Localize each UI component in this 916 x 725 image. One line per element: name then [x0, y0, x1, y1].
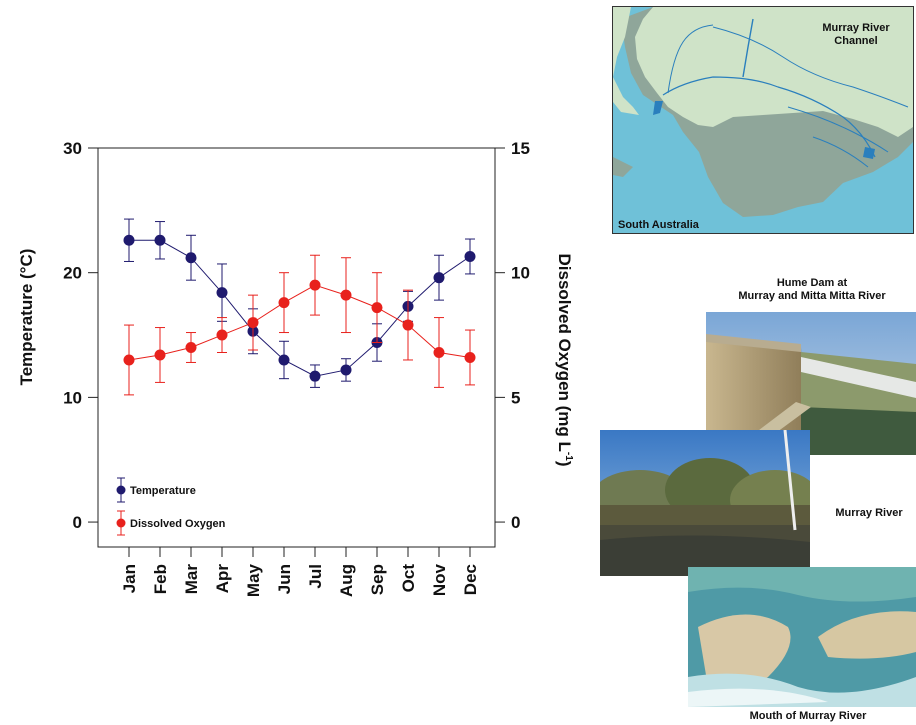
dissolved-oxygen-point — [402, 319, 414, 331]
dissolved-oxygen-point — [154, 349, 166, 361]
legend: Temperature Dissolved Oxygen — [116, 477, 226, 536]
dissolved-oxygen-point — [216, 329, 228, 341]
temperature-point — [433, 272, 445, 284]
y-left-tick-label-20: 20 — [63, 264, 82, 283]
x-tick-label-Nov: Nov — [430, 563, 449, 596]
map-label-south-australia: South Australia — [618, 219, 699, 231]
y-left-tick-label-30: 30 — [63, 139, 82, 158]
dissolved-oxygen-point — [185, 342, 197, 353]
temperature-point — [464, 250, 476, 262]
plot-frame — [97, 147, 496, 548]
temperature-line — [129, 239, 471, 377]
y-right-tick-label-5: 5 — [511, 388, 520, 407]
dissolved-oxygen-point — [309, 279, 321, 291]
x-tick-label-Apr: Apr — [213, 564, 232, 594]
dissolved-oxygen-point — [278, 297, 290, 309]
dissolved-oxygen-point — [464, 351, 476, 363]
hume-dam-photo — [706, 312, 916, 455]
y-left-tick-label-0: 0 — [73, 513, 82, 532]
hume-dam-caption: Hume Dam at Murray and Mitta Mitta River — [738, 277, 886, 302]
murray-river-map: Murray River Channel South Australia — [612, 6, 914, 234]
y-right-tick-label-10: 10 — [511, 264, 530, 283]
y-right-tick-label-15: 15 — [511, 139, 530, 158]
temperature-point — [278, 354, 290, 366]
dissolved-oxygen-point — [123, 354, 135, 366]
temperature-point — [309, 370, 321, 382]
x-tick-label-Feb: Feb — [151, 564, 170, 594]
x-tick-label-Aug: Aug — [337, 564, 356, 597]
dissolved-oxygen-point — [433, 346, 445, 358]
legend-dissolved-oxygen: Dissolved Oxygen — [116, 510, 226, 536]
x-tick-label-Mar: Mar — [182, 564, 201, 595]
temperature-point — [340, 364, 352, 376]
x-tick-label-Dec: Dec — [461, 564, 480, 595]
temperature-point — [123, 234, 135, 246]
murray-mouth-photo — [688, 567, 916, 707]
murray-river-photo — [600, 430, 810, 576]
y-axis-left-label: Temperature (°C) — [17, 249, 36, 386]
dissolved-oxygen-point — [371, 302, 383, 314]
legend-temperature: Temperature — [116, 477, 196, 503]
x-tick-label-Jan: Jan — [120, 564, 139, 593]
y-axis-right-label: Dissolved Oxygen (mg L-1) — [555, 254, 574, 467]
y-right-tick-label-0: 0 — [511, 513, 520, 532]
x-tick-label-Jul: Jul — [306, 564, 325, 589]
dissolved-oxygen-point — [247, 317, 259, 329]
legend-temperature-label: Temperature — [130, 485, 196, 497]
x-tick-label-Oct: Oct — [399, 564, 418, 593]
x-tick-label-Jun: Jun — [275, 564, 294, 594]
temperature-point — [154, 234, 166, 246]
temperature-point — [185, 252, 197, 264]
murray-river-caption: Murray River — [835, 507, 903, 519]
map-label-channel: Murray River Channel — [822, 22, 890, 47]
temperature-point — [216, 287, 228, 299]
legend-dissolved-oxygen-label: Dissolved Oxygen — [130, 518, 226, 530]
x-tick-label-Sep: Sep — [368, 564, 387, 595]
murray-mouth-caption: Mouth of Murray River — [749, 710, 867, 722]
x-tick-label-May: May — [244, 563, 263, 597]
y-left-tick-label-10: 10 — [63, 388, 82, 407]
dissolved-oxygen-point — [340, 289, 352, 301]
